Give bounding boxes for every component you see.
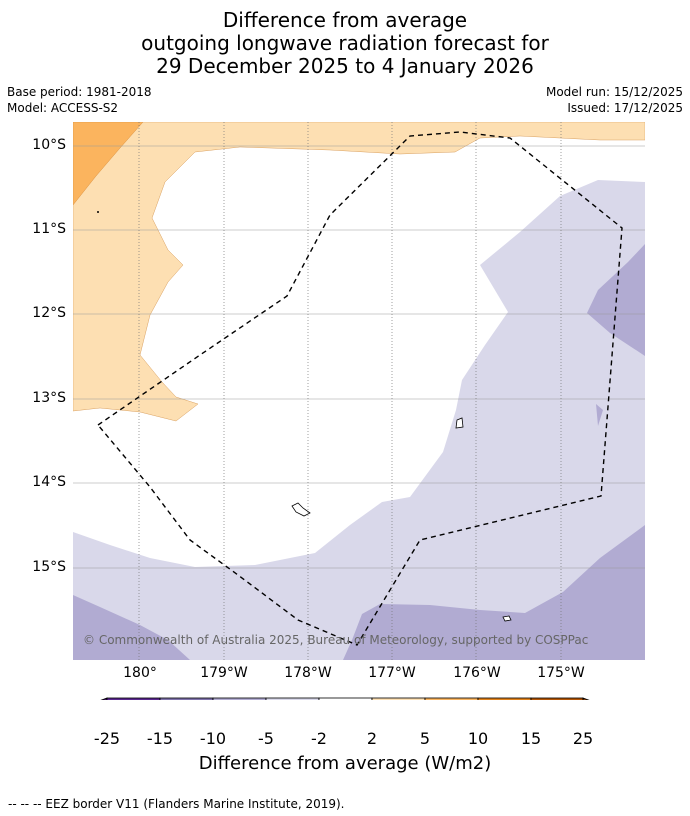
colorbar-title: Difference from average (W/m2) (198, 753, 492, 774)
lon-label: 177°W (368, 665, 416, 681)
colorbar-bin (159, 697, 214, 700)
colorbar-tick-label: -10 (199, 729, 227, 748)
negative-anomaly-light-region (73, 180, 645, 660)
colorbar-bin (212, 697, 267, 700)
colorbar-tick-label: -2 (311, 729, 327, 748)
lon-label: 179°W (200, 665, 248, 681)
island-shape (455, 417, 464, 429)
island-shape (291, 502, 311, 517)
lat-label: 10°S (32, 137, 66, 153)
colorbar-bin (318, 697, 373, 700)
colorbar-tick-label: 25 (572, 729, 594, 748)
lat-label: 11°S (32, 221, 66, 237)
colorbar-bin (265, 697, 320, 700)
lon-label: 178°W (284, 665, 332, 681)
title-line-2: outgoing longwave radiation forecast for (141, 31, 549, 55)
colorbar-tick-label: -15 (146, 729, 174, 748)
lat-label: 14°S (32, 474, 66, 490)
colorbar (100, 697, 590, 700)
positive-anomaly-region (73, 122, 144, 206)
lat-label: 15°S (32, 559, 66, 575)
colorbar-bin (477, 697, 532, 700)
lon-label: 175°W (537, 665, 585, 681)
issued-date: Issued: 17/12/2025 (567, 101, 683, 115)
model-run: Model run: 15/12/2025 (545, 85, 683, 99)
colorbar-arrow-low (100, 697, 108, 700)
lat-label: 13°S (32, 390, 66, 406)
title-line-1: Difference from average (222, 8, 468, 32)
anomaly-map (73, 122, 645, 700)
lon-label: 180° (123, 665, 157, 681)
negative-anomaly-region (73, 525, 645, 660)
colorbar-tick-label: 15 (520, 729, 542, 748)
island-shape (502, 615, 512, 622)
model-name: Model: ACCESS-S2 (7, 101, 119, 115)
lon-label: 176°W (453, 665, 501, 681)
lat-label: 12°S (32, 305, 66, 321)
colorbar-bin (530, 697, 584, 700)
island-dot (97, 211, 99, 213)
negative-anomaly-patch (596, 404, 603, 426)
colorbar-tick-label: 5 (419, 729, 431, 748)
eez-border (96, 131, 623, 646)
colorbar-tick-label: -25 (93, 729, 121, 748)
colorbar-bin (106, 697, 161, 700)
title-line-3: 29 December 2025 to 4 January 2026 (156, 54, 534, 78)
latitude-gridlines (73, 145, 645, 569)
attribution: © Commonwealth of Australia 2025, Bureau… (83, 633, 589, 647)
colorbar-tick-label: 10 (467, 729, 489, 748)
colorbar-arrow-high (582, 697, 590, 700)
colorbar-bin (371, 697, 426, 700)
colorbar-tick-label: 2 (366, 729, 378, 748)
colorbar-tick-label: -5 (258, 729, 274, 748)
colorbar-bin (424, 697, 479, 700)
positive-anomaly-light-region (73, 122, 645, 422)
footnote: -- -- -- EEZ border V11 (Flanders Marine… (8, 797, 345, 811)
base-period: Base period: 1981-2018 (7, 85, 152, 99)
